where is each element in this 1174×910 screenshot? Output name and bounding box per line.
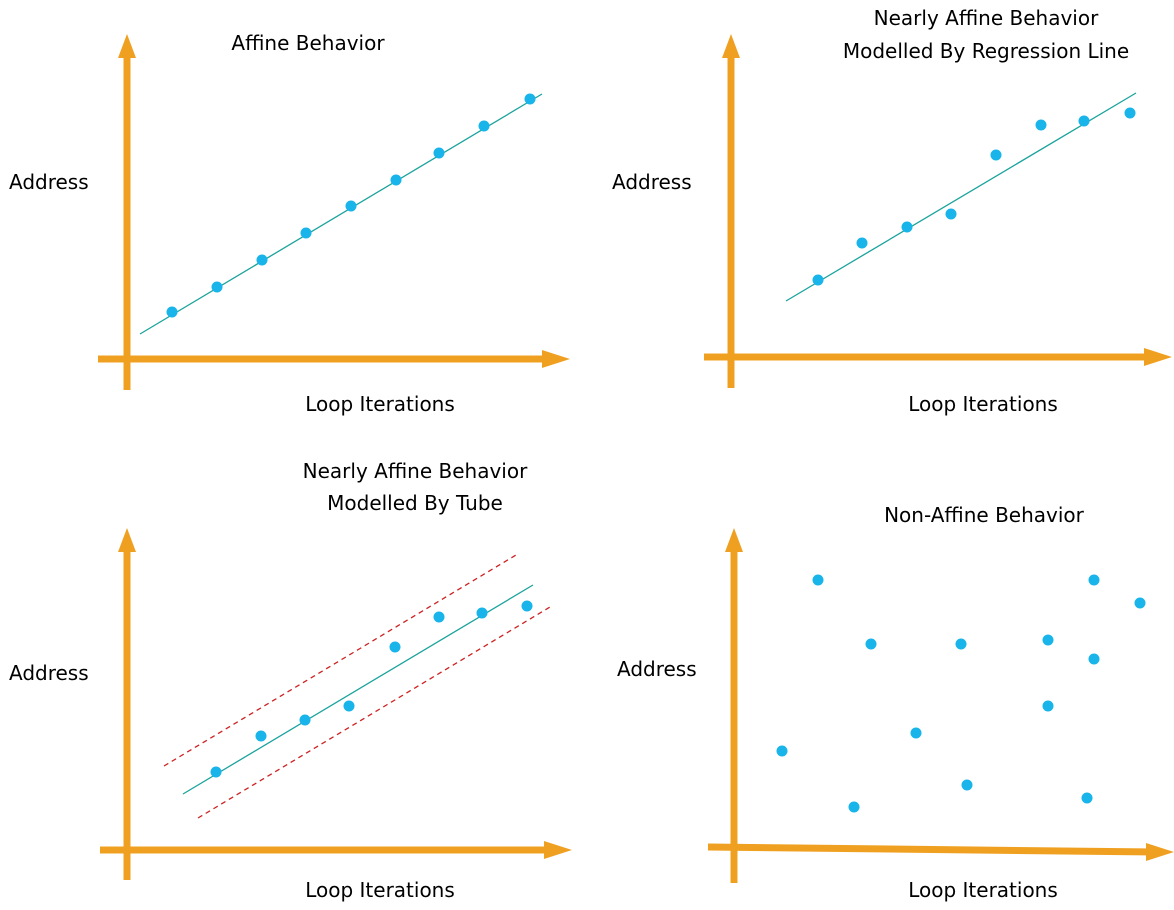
data-points [210,600,533,778]
y-axis-label: Address [612,170,692,194]
data-point [1042,634,1054,646]
panel-title-line-2: Modelled By Tube [327,491,503,515]
y-axis-label: Address [9,170,89,194]
data-point [812,274,824,286]
x-axis-label: Loop Iterations [305,392,455,416]
data-point [524,93,536,105]
panel-non-affine: Non-Affine Behavior Address Loop Iterati… [617,503,1174,902]
data-point [343,700,355,712]
data-point [433,147,445,159]
panel-nearly-affine-tube: Nearly Affine Behavior Modelled By Tube … [9,459,572,902]
panel-title-line-2: Modelled By Regression Line [843,39,1129,63]
data-point [910,727,922,739]
x-axis-label: Loop Iterations [908,392,1058,416]
data-point [166,306,178,318]
data-point [961,779,973,791]
data-point [1088,574,1100,586]
regression-line [139,93,543,335]
data-point [1124,107,1136,119]
data-points [776,574,1146,813]
x-axis-label: Loop Iterations [908,878,1058,902]
data-point [389,641,401,653]
data-point [1035,119,1047,131]
y-axis-arrowhead [118,34,136,58]
data-point [390,174,402,186]
data-point [901,221,913,233]
x-axis-arrowhead [1144,348,1172,366]
tube-lower-bound [197,606,551,819]
data-point [345,200,357,212]
y-axis-label: Address [9,661,89,685]
y-axis-label: Address [617,657,697,681]
panel-title: Non-Affine Behavior [884,503,1085,527]
x-axis-arrowhead [542,350,570,368]
data-points [166,93,536,318]
panel-affine: Affine Behavior Address Loop Iterations [9,31,570,416]
data-point [945,208,957,220]
data-point [255,730,267,742]
data-point [476,607,488,619]
data-point [776,745,788,757]
data-point [433,611,445,623]
data-point [210,766,222,778]
y-axis-arrowhead [118,528,136,552]
data-point [478,120,490,132]
data-point [1078,115,1090,127]
data-point [856,237,868,249]
regression-line [785,92,1137,302]
data-point [955,638,967,650]
data-point [1081,792,1093,804]
y-axis-arrowhead [722,34,740,58]
data-point [1042,700,1054,712]
data-point [299,714,311,726]
panel-title: Affine Behavior [231,31,385,55]
x-axis-arrowhead [544,841,572,859]
data-point [990,149,1002,161]
data-point [848,801,860,813]
data-points [812,107,1136,286]
x-axis-arrowhead [1146,843,1174,861]
data-point [812,574,824,586]
x-axis-label: Loop Iterations [305,878,455,902]
panel-nearly-affine-regression: Nearly Affine Behavior Modelled By Regre… [612,6,1172,416]
data-point [1134,597,1146,609]
data-point [1088,653,1100,665]
data-point [300,227,312,239]
data-point [256,254,268,266]
data-point [211,281,223,293]
data-point [521,600,533,612]
panel-title-line-1: Nearly Affine Behavior [874,6,1099,30]
regression-line [182,584,534,795]
panel-title-line-1: Nearly Affine Behavior [303,459,528,483]
data-point [865,638,877,650]
y-axis-arrowhead [725,528,743,552]
x-axis [707,843,1153,856]
tube-upper-bound [163,554,517,767]
